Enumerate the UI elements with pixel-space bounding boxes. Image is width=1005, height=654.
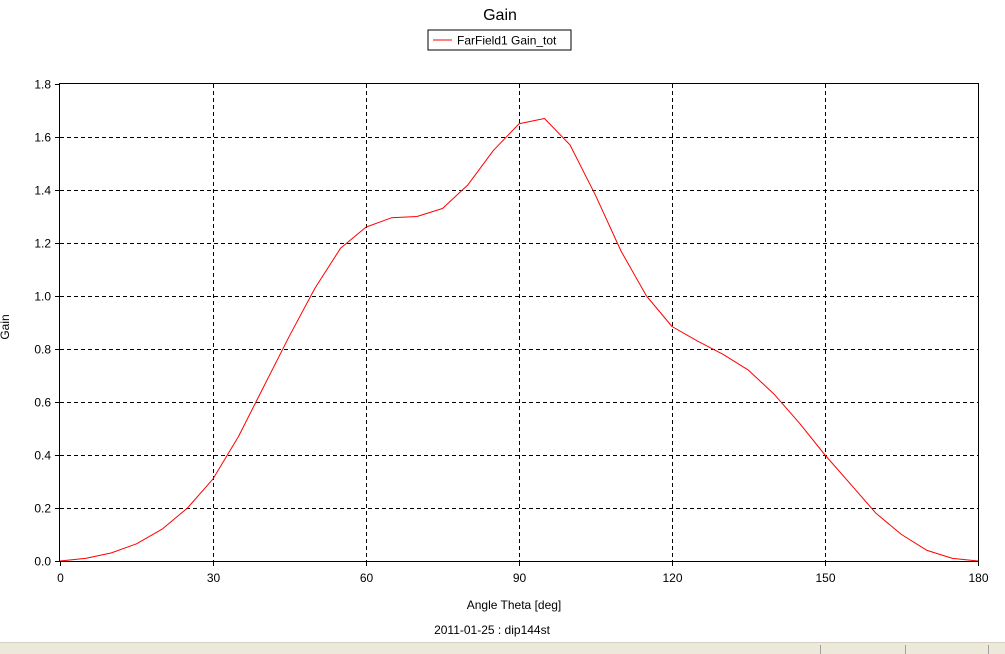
y-tick-label: 1.6	[34, 131, 51, 145]
series-line-gain-tot	[59, 118, 979, 562]
y-tick-label: 0.2	[34, 502, 51, 516]
chart-footer: 2011-01-25 : dip144st	[434, 623, 551, 637]
x-tick-label: 120	[662, 571, 682, 585]
status-bar	[0, 642, 1005, 654]
legend: FarField1 Gain_tot	[427, 29, 572, 51]
y-tick-label: 1.8	[34, 78, 51, 92]
x-tick-label: 90	[513, 571, 527, 585]
y-tick-label: 0.8	[34, 343, 51, 357]
x-tick-label: 150	[815, 571, 835, 585]
grid-lines	[60, 84, 978, 561]
x-tick-label: 60	[360, 571, 374, 585]
status-separator	[820, 645, 821, 654]
x-tick-label: 0	[57, 571, 64, 585]
series-layer	[59, 118, 979, 562]
y-tick-label: 1.4	[34, 184, 51, 198]
x-tick-label: 180	[968, 571, 988, 585]
y-axis-ticks: 0.0 0.2 0.4 0.6 0.8 1.0 1.2 1.4 1.6 1.8	[34, 78, 60, 569]
x-axis-label: Angle Theta [deg]	[467, 598, 562, 612]
legend-label: FarField1 Gain_tot	[457, 34, 557, 48]
x-axis-ticks: 0 30 60 90 120 150 180	[57, 561, 989, 585]
y-axis-label: Gain	[0, 314, 12, 339]
y-tick-label: 1.0	[34, 290, 51, 304]
y-tick-label: 0.0	[34, 555, 51, 569]
x-tick-label: 30	[207, 571, 221, 585]
y-tick-label: 0.4	[34, 449, 51, 463]
status-separator	[988, 645, 989, 654]
status-separator	[905, 645, 906, 654]
y-tick-label: 0.6	[34, 396, 51, 410]
y-tick-label: 1.2	[34, 237, 51, 251]
legend-box	[427, 29, 572, 51]
chart-title: Gain	[483, 7, 517, 24]
